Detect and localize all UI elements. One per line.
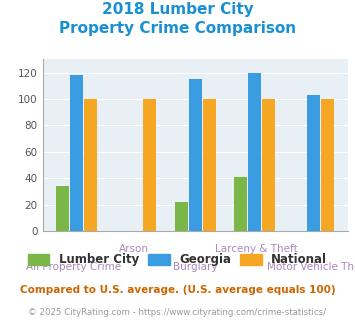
- Bar: [175, 202, 188, 231]
- Text: All Property Crime: All Property Crime: [26, 262, 121, 272]
- Bar: [234, 177, 247, 231]
- Bar: [56, 186, 70, 231]
- Legend: Lumber City, Georgia, National: Lumber City, Georgia, National: [28, 253, 327, 266]
- Bar: [307, 95, 320, 231]
- Text: Motor Vehicle Theft: Motor Vehicle Theft: [267, 262, 355, 272]
- Text: Property Crime Comparison: Property Crime Comparison: [59, 21, 296, 36]
- Text: 2018 Lumber City: 2018 Lumber City: [102, 2, 253, 16]
- Bar: [262, 99, 275, 231]
- Bar: [189, 79, 202, 231]
- Bar: [84, 99, 97, 231]
- Text: © 2025 CityRating.com - https://www.cityrating.com/crime-statistics/: © 2025 CityRating.com - https://www.city…: [28, 308, 327, 316]
- Bar: [70, 75, 83, 231]
- Bar: [143, 99, 157, 231]
- Text: Compared to U.S. average. (U.S. average equals 100): Compared to U.S. average. (U.S. average …: [20, 285, 335, 295]
- Bar: [321, 99, 334, 231]
- Text: Burglary: Burglary: [173, 262, 218, 272]
- Text: Arson: Arson: [119, 244, 149, 254]
- Text: Larceny & Theft: Larceny & Theft: [215, 244, 298, 254]
- Bar: [203, 99, 216, 231]
- Bar: [248, 73, 261, 231]
